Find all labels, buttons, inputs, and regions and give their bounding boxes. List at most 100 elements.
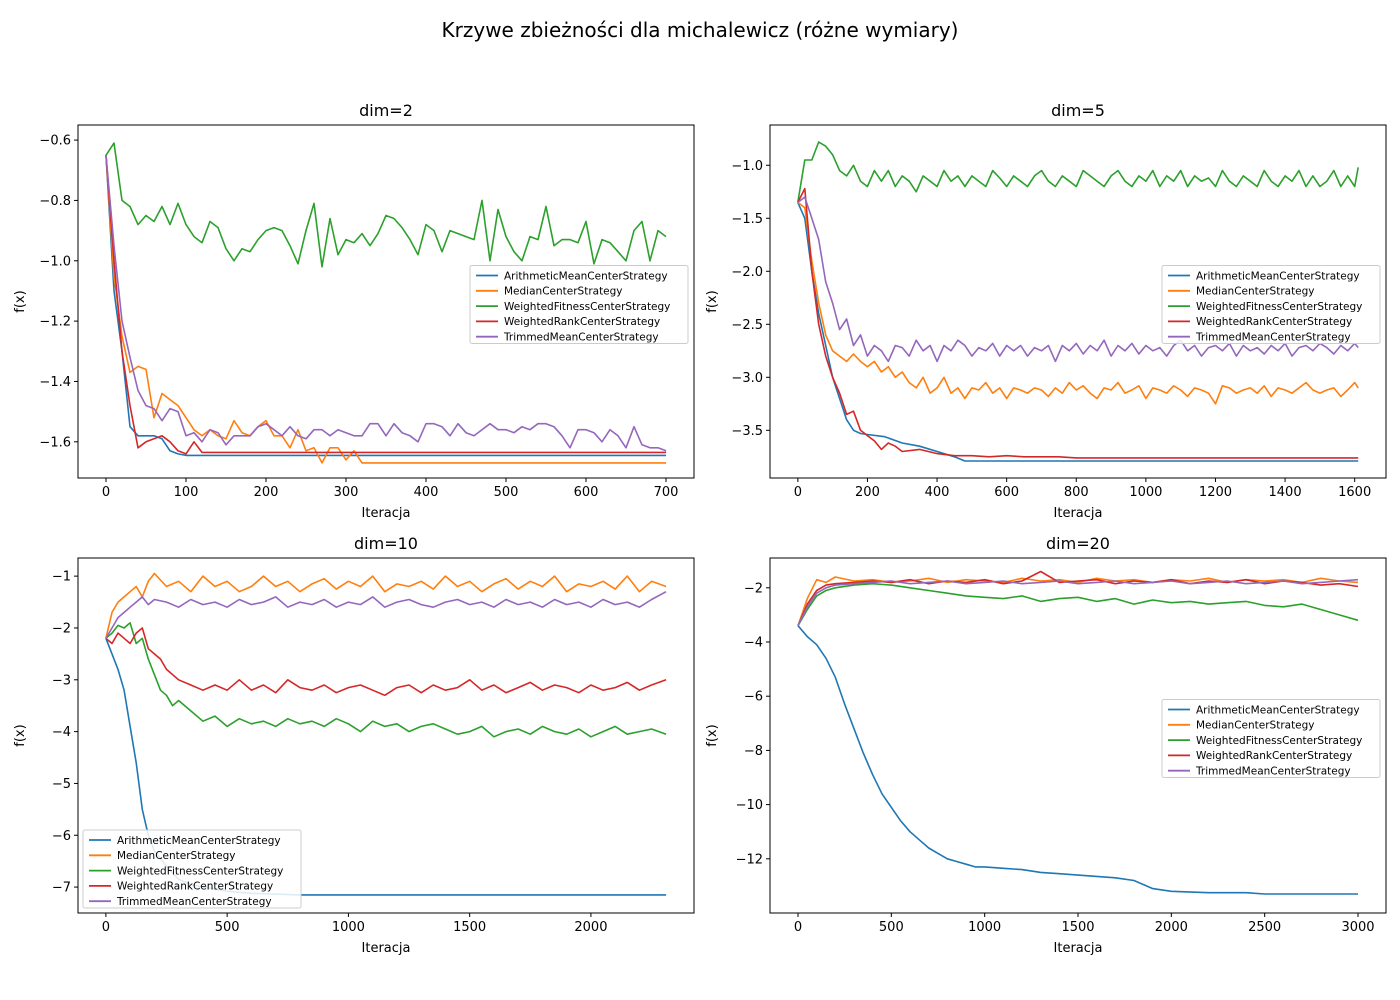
y-tick-label: −3.0	[731, 371, 763, 386]
legend-label: WeightedFitnessCenterStrategy	[117, 865, 283, 877]
legend: ArithmeticMeanCenterStrategy MedianCenter…	[1161, 265, 1381, 344]
y-tick-label: −0.8	[39, 194, 71, 209]
y-tick-label: −5	[52, 777, 71, 792]
series-line	[797, 141, 1359, 203]
legend-label: MedianCenterStrategy	[504, 286, 623, 298]
panel-title: dim=2	[359, 101, 413, 120]
y-tick-label: −12	[736, 852, 763, 867]
x-tick-label: 1000	[332, 920, 365, 935]
x-tick-label: 100	[174, 485, 199, 500]
legend-label: MedianCenterStrategy	[1196, 286, 1315, 298]
y-tick-label: −1.0	[39, 254, 71, 269]
x-tick-label: 1000	[1129, 485, 1162, 500]
series-line	[105, 627, 667, 697]
x-tick-label: 0	[794, 485, 802, 500]
series-line	[797, 582, 1359, 627]
legend-label: WeightedRankCenterStrategy	[117, 881, 273, 893]
y-tick-label: −6	[744, 690, 763, 705]
x-axis-label: Iteracja	[362, 941, 411, 956]
legend: ArithmeticMeanCenterStrategy MedianCenter…	[82, 829, 302, 909]
figure-title: Krzywe zbieżności dla michalewicz (różne…	[442, 18, 959, 42]
y-tick-label: −7	[52, 881, 71, 896]
chart-panel: dim=10 0 500 1000 1500 2000 −7 −6 −5 −4 −3 −2 −1 Iter…	[13, 534, 695, 956]
y-tick-label: −2.5	[731, 318, 763, 333]
legend-box	[1161, 265, 1381, 344]
legend-label: ArithmeticMeanCenterStrategy	[1196, 704, 1360, 716]
legend-label: TrimmedMeanCenterStrategy	[1195, 332, 1351, 344]
series-line	[105, 142, 667, 268]
x-tick-label: 600	[994, 485, 1019, 500]
x-tick-label: 200	[855, 485, 880, 500]
plot-frame	[77, 124, 695, 479]
y-tick-label: −6	[52, 829, 71, 844]
legend-label: WeightedFitnessCenterStrategy	[1196, 301, 1362, 313]
plot-frame	[769, 124, 1387, 479]
legend: ArithmeticMeanCenterStrategy MedianCenter…	[1161, 699, 1381, 778]
series-line	[797, 201, 1359, 405]
x-axis-label: Iteracja	[1054, 941, 1103, 956]
panel-title: dim=20	[1046, 534, 1110, 553]
panels: dim=20 100 200 300 400 500 600 700−1.6−1.4−1.2−…	[13, 101, 1387, 956]
y-tick-label: −1.6	[39, 435, 71, 450]
series-line	[105, 155, 667, 452]
x-tick-label: 1500	[453, 920, 486, 935]
chart-panel: dim=5 0 200 400 600 800 1000 1200 1400 1600 −3.5 −3…	[705, 101, 1387, 521]
y-tick-label: −3	[52, 673, 71, 688]
legend-label: ArithmeticMeanCenterStrategy	[117, 835, 281, 847]
x-tick-label: 1500	[1061, 920, 1094, 935]
panel-title: dim=10	[354, 534, 418, 553]
y-axis-label: f(x)	[13, 724, 28, 746]
x-tick-label: 0	[102, 920, 110, 935]
chart-panel: dim=2 0 100 200 300 400 500 600 700 −1.6 −1.4 −1.2 −…	[13, 101, 695, 521]
y-tick-label: −1.2	[39, 315, 71, 330]
x-tick-label: 600	[574, 485, 599, 500]
y-tick-label: −2.0	[731, 265, 763, 280]
legend: ArithmeticMeanCenterStrategy MedianCenter…	[469, 265, 689, 344]
series-line	[797, 576, 1359, 626]
x-tick-label: 1000	[968, 920, 1001, 935]
x-tick-label: 200	[254, 485, 279, 500]
chart-panel: dim=20 0 500 1000 1500 2000 2500 3000 −12 −10 −8 −6…	[705, 534, 1387, 956]
legend-label: WeightedRankCenterStrategy	[1196, 316, 1352, 328]
legend-label: MedianCenterStrategy	[1196, 720, 1315, 732]
series-group	[797, 141, 1359, 462]
series-group	[105, 142, 667, 464]
x-axis-label: Iteracja	[1054, 506, 1103, 521]
x-tick-label: 1400	[1269, 485, 1302, 500]
y-tick-label: −2	[744, 581, 763, 596]
y-tick-label: −3.5	[731, 424, 763, 439]
y-axis-label: f(x)	[705, 290, 720, 312]
legend-box	[82, 829, 302, 909]
x-tick-label: 0	[102, 485, 110, 500]
legend-label: ArithmeticMeanCenterStrategy	[504, 270, 668, 282]
series-line	[797, 202, 1359, 462]
y-tick-label: −1	[52, 570, 71, 585]
x-tick-label: 400	[414, 485, 439, 500]
x-tick-label: 700	[654, 485, 679, 500]
x-tick-label: 0	[794, 920, 802, 935]
legend-label: WeightedRankCenterStrategy	[1196, 750, 1352, 762]
y-tick-label: −8	[744, 744, 763, 759]
y-tick-label: −2	[52, 621, 71, 636]
x-tick-label: 1600	[1338, 485, 1371, 500]
legend-label: TrimmedMeanCenterStrategy	[116, 896, 272, 908]
series-line	[105, 155, 666, 455]
x-tick-label: 800	[1064, 485, 1089, 500]
x-tick-label: 2000	[574, 920, 607, 935]
x-tick-label: 3000	[1341, 920, 1374, 935]
y-tick-label: −1.4	[39, 375, 71, 390]
y-tick-label: −0.6	[39, 134, 71, 149]
x-tick-label: 500	[215, 920, 240, 935]
series-line	[797, 196, 1359, 363]
series-line	[797, 625, 1358, 895]
legend-box	[1161, 699, 1381, 778]
x-tick-label: 2500	[1248, 920, 1281, 935]
y-axis-label: f(x)	[13, 290, 28, 312]
plot-frame	[77, 557, 695, 914]
legend-label: TrimmedMeanCenterStrategy	[503, 332, 659, 344]
legend-label: MedianCenterStrategy	[117, 850, 236, 862]
series-line	[105, 621, 667, 738]
x-tick-label: 300	[334, 485, 359, 500]
series-line	[105, 590, 667, 639]
